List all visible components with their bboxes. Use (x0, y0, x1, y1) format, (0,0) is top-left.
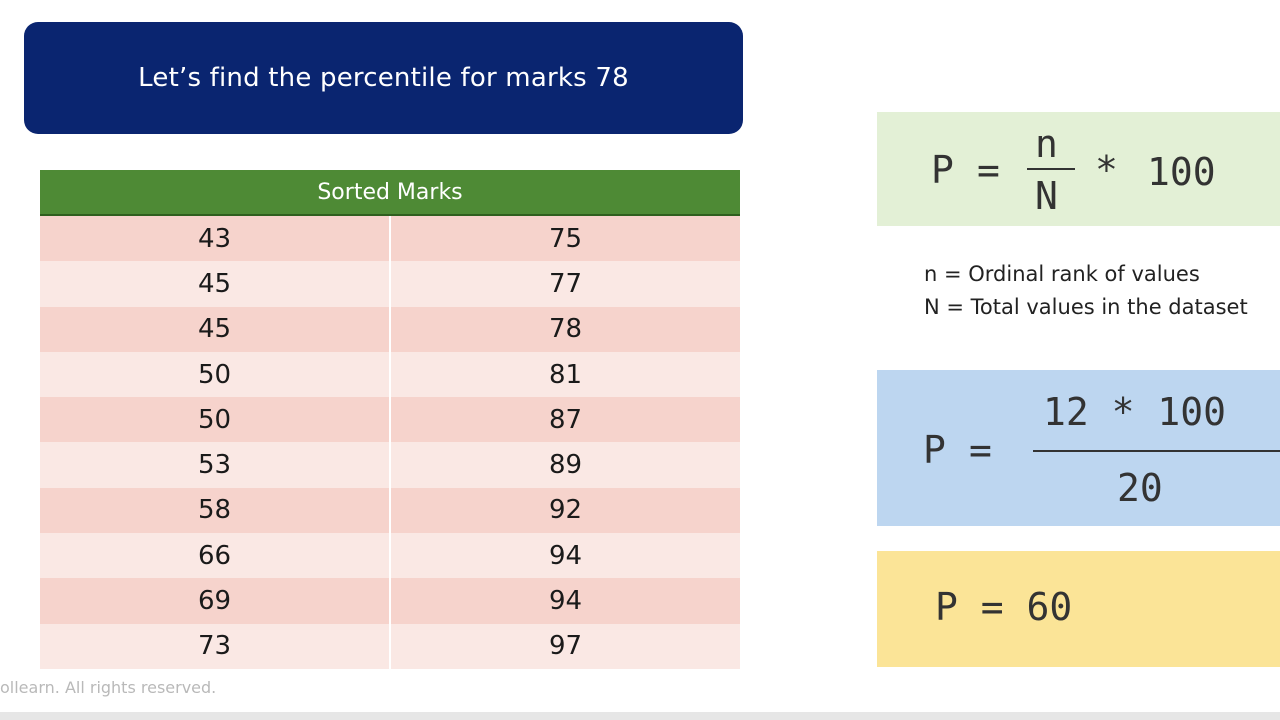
table-cell: 78 (389, 306, 740, 352)
table-row: 45 78 (40, 306, 740, 352)
table-cell: 45 (40, 261, 389, 307)
copyright-footer: ollearn. All rights reserved. (0, 678, 217, 697)
formula-legend: n = Ordinal rank of values N = Total val… (924, 258, 1248, 324)
table-cell: 97 (389, 623, 740, 669)
bottom-bar (0, 712, 1280, 720)
table-header: Sorted Marks (40, 170, 740, 216)
formula-operator: * (1095, 148, 1118, 192)
table-row: 69 94 (40, 578, 740, 624)
table-row: 50 87 (40, 397, 740, 443)
table-cell: 69 (40, 578, 389, 624)
formula-lhs: P (931, 148, 954, 192)
table-cell: 58 (40, 487, 389, 534)
legend-line-n: n = Ordinal rank of values (924, 262, 1200, 286)
table-cell: 92 (389, 487, 740, 534)
table-row: 66 94 (40, 533, 740, 579)
table-cell: 77 (389, 261, 740, 307)
percentile-formula: P = n N * 100 (877, 112, 1280, 226)
table-cell: 75 (389, 216, 740, 262)
calc-denominator: 20 (1117, 466, 1163, 510)
table-cell: 53 (40, 442, 389, 488)
formula-factor: 100 (1147, 150, 1216, 194)
title-banner: Let’s find the percentile for marks 78 (24, 22, 743, 134)
calc-fraction-bar (1033, 450, 1280, 452)
table-row: 58 92 (40, 487, 740, 534)
table-cell: 89 (389, 442, 740, 488)
table-cell: 94 (389, 578, 740, 624)
sorted-marks-table: Sorted Marks 43 75 45 77 45 78 50 81 50 87 53 89 58 9… (40, 170, 740, 669)
table-cell: 66 (40, 533, 389, 579)
formula-denominator: N (1035, 174, 1058, 218)
table-cell: 43 (40, 216, 389, 262)
table-cell: 73 (40, 623, 389, 669)
result-text: P = 60 (935, 585, 1073, 629)
table-row: 53 89 (40, 442, 740, 488)
calc-lhs: P (923, 428, 946, 472)
table-cell: 45 (40, 306, 389, 352)
table-cell: 50 (40, 351, 389, 398)
table-row: 73 97 (40, 623, 740, 669)
legend-line-total: N = Total values in the dataset (924, 295, 1248, 319)
table-cell: 50 (40, 397, 389, 443)
formula-equals: = (977, 148, 1000, 192)
table-row: 50 81 (40, 351, 740, 398)
calculation-step: P = 12 * 100 20 (877, 370, 1280, 526)
table-row: 43 75 (40, 216, 740, 262)
table-cell: 87 (389, 397, 740, 443)
table-body: 43 75 45 77 45 78 50 81 50 87 53 89 58 92 66 94 69 94 73 97 (40, 216, 740, 669)
result-box: P = 60 (877, 551, 1280, 667)
table-row: 45 77 (40, 261, 740, 307)
table-cell: 94 (389, 533, 740, 579)
calc-equals: = (969, 428, 992, 472)
table-cell: 81 (389, 351, 740, 398)
banner-title: Let’s find the percentile for marks 78 (138, 63, 629, 93)
formula-fraction-bar (1027, 168, 1075, 170)
calc-numerator: 12 * 100 (1043, 390, 1227, 434)
formula-numerator: n (1035, 122, 1058, 166)
